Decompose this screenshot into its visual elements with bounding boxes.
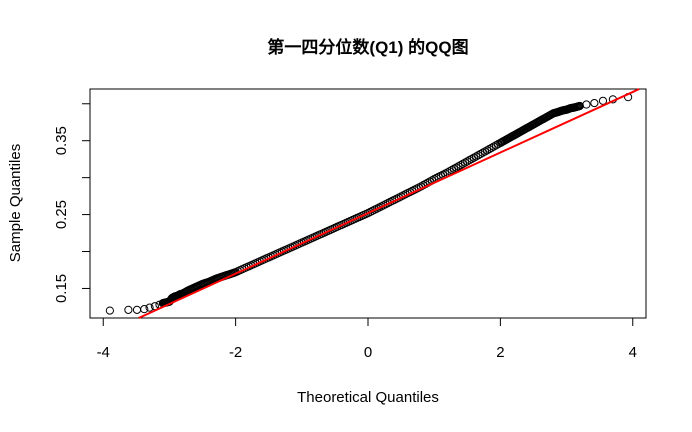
qq-point	[447, 165, 456, 175]
reference-line	[138, 88, 640, 319]
chart-title: 第一四分位数(Q1) 的QQ图	[267, 37, 468, 57]
qq-point	[124, 305, 133, 314]
qq-point	[467, 154, 476, 164]
x-tick-label: 0	[364, 344, 372, 361]
qq-point	[132, 305, 142, 314]
y-axis-label: Sample Quantiles	[7, 144, 24, 262]
qq-point	[487, 143, 496, 152]
qq-point	[472, 152, 481, 161]
reference-line-layer	[138, 88, 640, 319]
qq-point	[140, 305, 149, 314]
qq-point	[474, 151, 483, 160]
x-axis: -4 -2 0 2 4	[97, 317, 637, 361]
qq-point	[485, 144, 494, 154]
qq-point	[456, 160, 465, 170]
x-tick-label: -2	[229, 344, 242, 361]
y-tick-label: 0.35	[53, 126, 70, 155]
x-axis-label: Theoretical Quantiles	[297, 389, 439, 406]
qq-point	[483, 146, 492, 155]
qq-point	[458, 159, 467, 168]
qq-point	[463, 157, 472, 166]
qq-point	[469, 153, 478, 162]
qq-point	[454, 162, 463, 171]
qq-point	[105, 306, 114, 315]
qq-point	[582, 100, 591, 109]
qq-point	[449, 164, 459, 173]
data-points	[105, 93, 633, 315]
qq-point	[489, 142, 498, 151]
y-axis: 0.15 0.25 0.35	[53, 103, 91, 303]
qq-point	[478, 148, 487, 157]
qq-point	[452, 163, 461, 172]
qq-point	[476, 149, 485, 159]
qq-point	[590, 98, 599, 108]
x-tick-label: 4	[629, 344, 637, 361]
qq-point	[598, 96, 608, 105]
qq-point	[480, 147, 490, 156]
x-tick-label: 2	[496, 344, 504, 361]
x-tick-label: -4	[97, 344, 110, 361]
qq-point	[145, 303, 154, 312]
y-tick-label: 0.25	[53, 200, 70, 229]
qq-point	[465, 156, 474, 165]
qq-point	[460, 158, 470, 167]
y-tick-label: 0.15	[53, 274, 70, 303]
